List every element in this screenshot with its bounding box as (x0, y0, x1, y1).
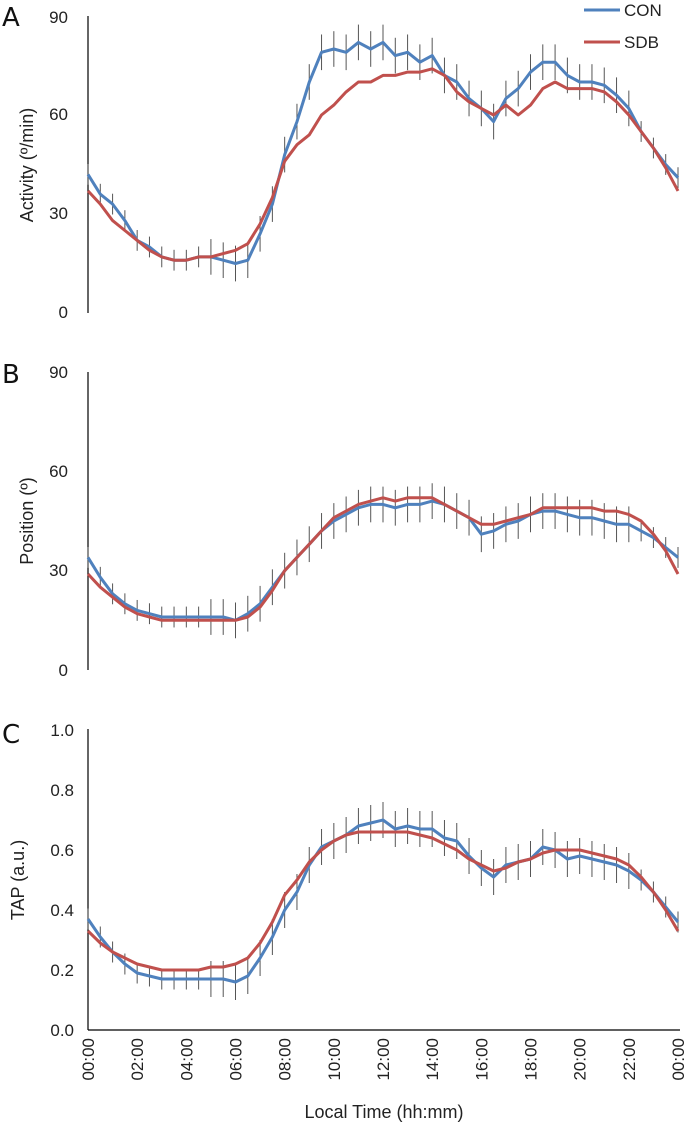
y-tick-label: 90 (49, 8, 68, 27)
y-tick-label: 0 (59, 661, 68, 680)
y-axis-label-c: TAP (a.u.) (8, 840, 28, 920)
x-tick-label: 08:00 (276, 1038, 295, 1081)
x-tick-label: 00:00 (79, 1038, 98, 1081)
x-tick-label: 16:00 (472, 1038, 491, 1081)
y-tick-label: 0.0 (50, 1021, 74, 1040)
series-line-sdb (86, 496, 680, 622)
y-axis-label-b: Position (º) (17, 477, 37, 565)
plot-area-a (86, 24, 680, 282)
series-line-sdb (86, 67, 680, 262)
plot-area-b (86, 483, 680, 639)
legend: CON SDB (584, 1, 662, 52)
legend-label-sdb: SDB (624, 33, 659, 52)
x-tick-label: 14:00 (423, 1038, 442, 1081)
y-tick-label: 0.8 (50, 781, 74, 800)
x-tick-label: 10:00 (325, 1038, 344, 1081)
y-tick-label: 0.2 (50, 961, 74, 980)
y-tick-label: 60 (49, 105, 68, 124)
y-tick-label: 1.0 (50, 721, 74, 740)
x-axis-label: Local Time (hh:mm) (304, 1102, 463, 1122)
y-tick-label: 30 (49, 561, 68, 580)
y-tick-label: 0.4 (50, 901, 74, 920)
x-tick-labels: 00:00 02:00 04:00 06:00 08:00 10:00 12:00 14:00… (79, 1038, 685, 1081)
panel-letter-c: C (2, 720, 20, 750)
plot-area-c (86, 802, 680, 1000)
panel-letter-a: A (2, 3, 20, 33)
y-tick-label: 60 (49, 462, 68, 481)
x-tick-label: 00:00 (669, 1038, 685, 1081)
x-tick-label: 18:00 (522, 1038, 541, 1081)
panel-letter-b: B (2, 360, 20, 390)
series-line-sdb (86, 830, 680, 972)
panel-b: B 90 60 30 0 Position (º) (2, 360, 680, 680)
x-tick-label: 22:00 (620, 1038, 639, 1081)
x-tick-label: 04:00 (177, 1038, 196, 1081)
y-tick-label: 0.6 (50, 841, 74, 860)
y-tick-label: 90 (49, 363, 68, 382)
x-tick-label: 12:00 (374, 1038, 393, 1081)
y-tick-label: 30 (49, 204, 68, 223)
panel-a: A 90 60 30 0 Activity (º/min) CON SDB (2, 1, 680, 322)
y-axis-label-a: Activity (º/min) (17, 108, 37, 223)
x-tick-label: 02:00 (128, 1038, 147, 1081)
x-tick-label: 20:00 (571, 1038, 590, 1081)
series-line-con (86, 499, 679, 622)
series-line-con (86, 818, 680, 984)
y-tick-label: 0 (59, 303, 68, 322)
panel-c: C 1.0 0.8 0.6 0.4 0.2 0.0 TAP (a.u.) 00:… (2, 720, 685, 1122)
legend-label-con: CON (624, 1, 662, 20)
x-tick-label: 06:00 (227, 1038, 246, 1081)
